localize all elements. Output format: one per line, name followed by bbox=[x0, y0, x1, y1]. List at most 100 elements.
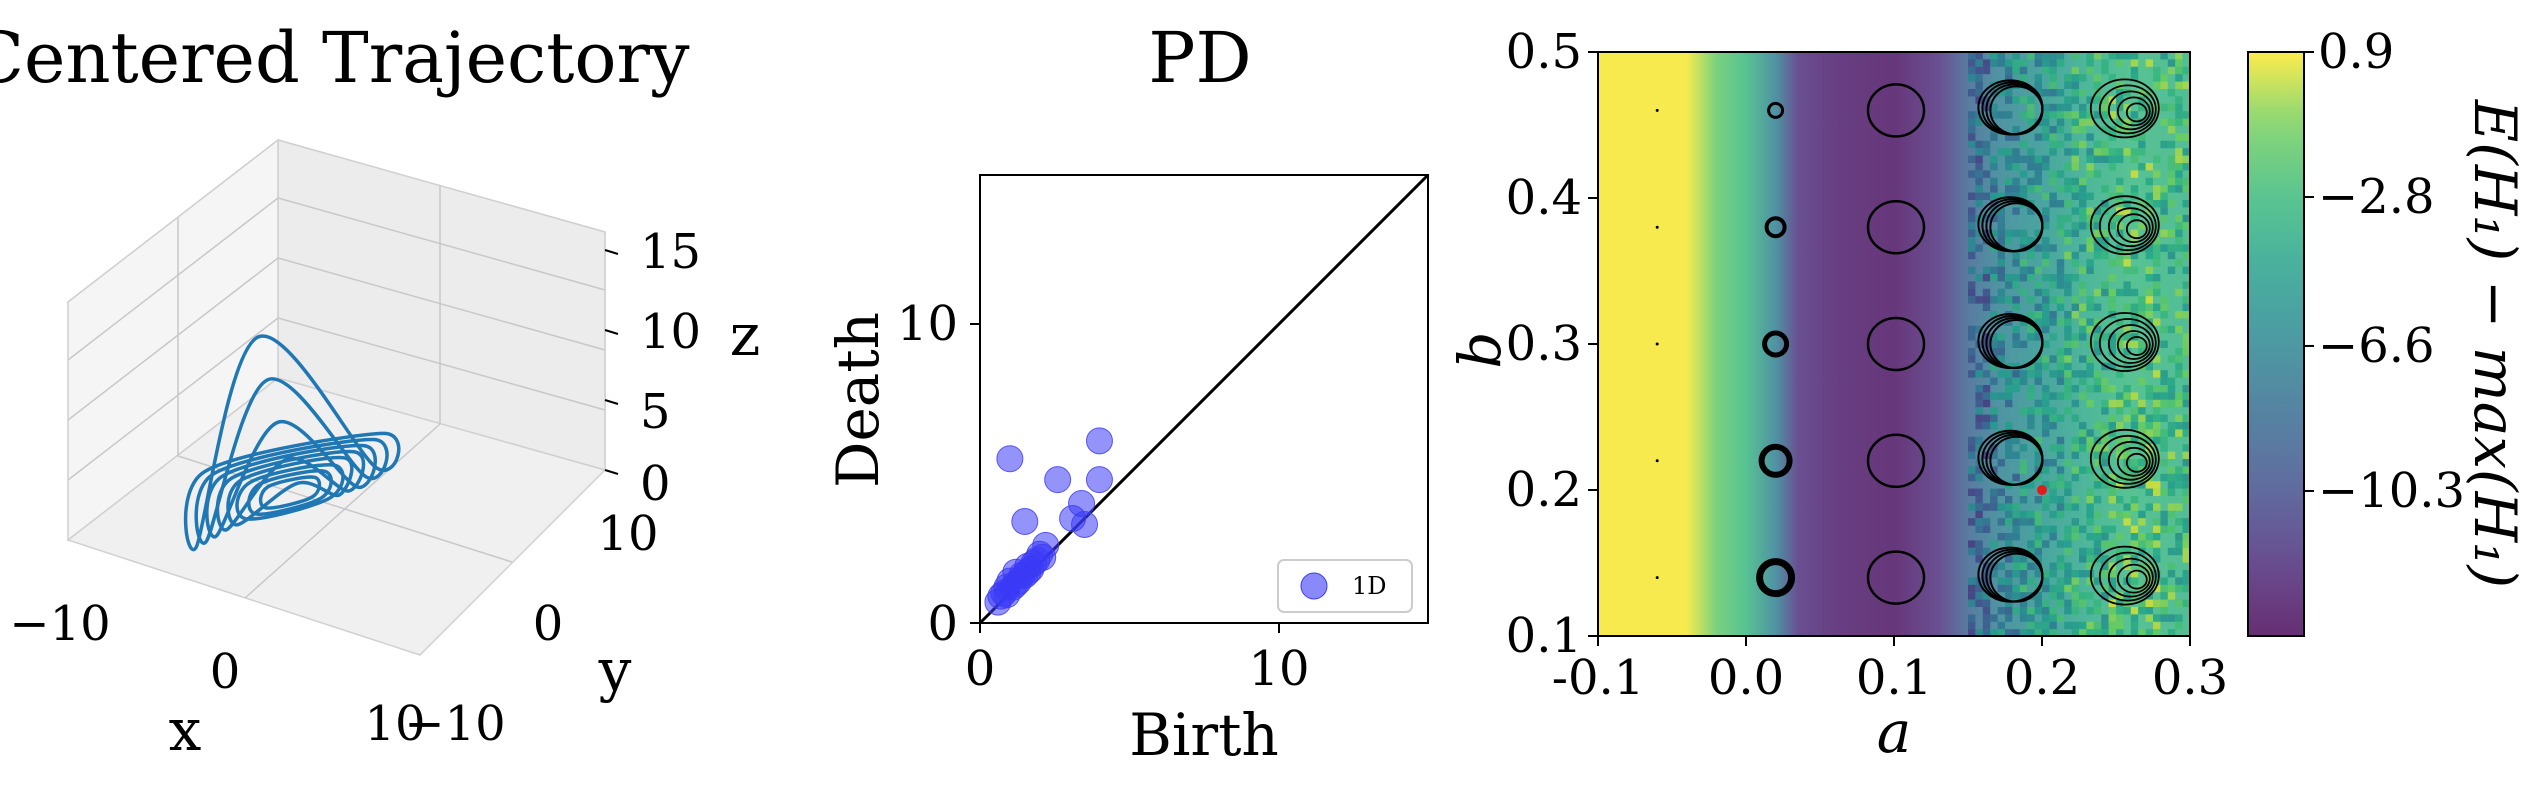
heatmap-cell bbox=[2182, 481, 2190, 489]
heatmap-cell bbox=[1997, 251, 2005, 260]
heatmap-cell bbox=[2167, 355, 2176, 363]
heatmap-cell bbox=[2049, 89, 2057, 97]
heatmap-cell bbox=[2116, 621, 2124, 630]
heatmap-cell bbox=[2130, 59, 2139, 67]
heatmap-cell bbox=[2034, 311, 2042, 319]
heatmap-cell bbox=[2034, 592, 2042, 600]
heatmap-cell bbox=[2167, 200, 2176, 208]
heatmap-cell bbox=[2101, 333, 2109, 341]
heatmap-cell bbox=[2145, 488, 2153, 496]
heatmap-cell bbox=[2027, 518, 2035, 526]
heatmap-cell bbox=[2086, 266, 2094, 274]
heatmap-cell bbox=[2027, 96, 2035, 104]
heatmap-cell bbox=[2108, 333, 2116, 341]
heatmap-cell bbox=[1982, 547, 1991, 556]
heatmap-cell bbox=[1982, 148, 1991, 156]
heatmap-cell bbox=[2130, 52, 2139, 60]
heatmap-cell bbox=[2056, 59, 2065, 67]
heatmap-cell bbox=[2160, 577, 2168, 585]
attractor-loop bbox=[2098, 551, 2157, 602]
heatmap-cell bbox=[2138, 118, 2146, 126]
heatmap-cell bbox=[2167, 66, 2176, 75]
attractor-loop bbox=[2125, 452, 2148, 473]
heatmap-cell bbox=[2101, 429, 2109, 437]
attractor-loop bbox=[2089, 78, 2160, 139]
heatmap-cell bbox=[1968, 192, 1976, 200]
heatmap-cell bbox=[2116, 244, 2124, 252]
heatmap-cell bbox=[1990, 466, 1998, 474]
heatmap-cell bbox=[2160, 414, 2168, 422]
heatmap-cell bbox=[1997, 348, 2005, 356]
heatmap-cell bbox=[2019, 66, 2028, 75]
z-tick-label: 15 bbox=[640, 224, 701, 280]
heatmap-cell bbox=[2175, 111, 2183, 119]
heatmap-cell bbox=[2064, 185, 2072, 193]
heatmap-cell bbox=[2130, 503, 2139, 511]
heatmap-cell bbox=[2064, 607, 2072, 615]
heatmap-cell bbox=[2123, 288, 2131, 297]
heatmap-cell bbox=[2138, 414, 2146, 422]
heatmap-cell bbox=[1968, 547, 1976, 556]
heatmap-cell bbox=[2138, 607, 2146, 615]
heatmap-cell bbox=[2116, 496, 2124, 504]
heatmap-cell bbox=[2145, 274, 2153, 282]
heatmap-cell bbox=[2182, 177, 2190, 186]
heatmap-cell bbox=[2145, 392, 2153, 400]
heatmap-cell bbox=[2056, 140, 2065, 149]
heatmap-cell bbox=[2153, 185, 2161, 193]
heatmap-cell bbox=[2012, 303, 2020, 311]
heatmap-cell bbox=[2005, 155, 2013, 163]
heatmap-cell bbox=[2116, 251, 2124, 260]
heatmap-cell bbox=[2042, 311, 2050, 319]
heatmap-cell bbox=[2160, 192, 2168, 200]
heatmap-cell bbox=[2153, 518, 2161, 526]
heatmap-cell bbox=[2056, 392, 2065, 400]
pd-point bbox=[1014, 558, 1042, 586]
heatmap-cell bbox=[2071, 118, 2079, 126]
heatmap-cell bbox=[2071, 126, 2079, 134]
heatmap-cell bbox=[1968, 288, 1976, 297]
attractor-loop bbox=[1977, 79, 2044, 136]
heatmap-cell bbox=[1997, 266, 2005, 274]
heatmap-cell bbox=[2049, 570, 2057, 578]
heatmap-cell bbox=[2086, 163, 2094, 171]
heatmap-cell bbox=[2042, 66, 2050, 75]
heatmap-cell bbox=[2093, 140, 2102, 149]
heatmap-cell bbox=[2182, 525, 2190, 533]
heatmap-cell bbox=[2049, 481, 2057, 489]
heatmap-cell bbox=[2019, 274, 2028, 282]
heatmap-cell bbox=[2086, 370, 2094, 378]
heatmap-cell bbox=[1990, 229, 1998, 237]
heatmap-cell bbox=[2138, 510, 2146, 519]
heatmap-cell bbox=[2012, 96, 2020, 104]
heatmap-cell bbox=[1968, 451, 1976, 459]
heatmap-cell bbox=[2042, 303, 2050, 311]
heatmap-cell bbox=[2005, 592, 2013, 600]
heatmap-cell bbox=[2182, 296, 2190, 304]
heatmap-cell bbox=[2101, 288, 2109, 297]
heatmap-cell bbox=[2167, 177, 2176, 186]
heatmap-cell bbox=[2108, 399, 2116, 408]
heatmap-cell bbox=[2182, 599, 2190, 607]
heatmap-cell bbox=[1968, 466, 1976, 474]
heatmap-cell bbox=[2071, 333, 2079, 341]
heatmap-cell bbox=[2108, 274, 2116, 282]
heatmap-cell bbox=[2153, 244, 2161, 252]
heatmap-cell bbox=[2108, 525, 2116, 533]
heatmap-cell bbox=[2042, 584, 2050, 593]
heatmap-cell bbox=[2175, 325, 2183, 334]
heatmap-cell bbox=[2123, 251, 2131, 260]
heatmap-cell bbox=[2005, 577, 2013, 585]
heatmap-cell bbox=[2167, 525, 2176, 533]
heatmap-cell bbox=[2153, 570, 2161, 578]
heatmap-cell bbox=[2175, 584, 2183, 593]
heatmap-cell bbox=[2027, 614, 2035, 622]
heatmap-cell bbox=[2123, 52, 2131, 60]
heatmap-cell bbox=[2116, 407, 2124, 415]
heatmap-cell bbox=[2056, 126, 2065, 134]
heatmap-cell bbox=[2012, 562, 2020, 570]
heatmap-cell bbox=[2079, 281, 2087, 289]
heatmap-cell bbox=[1968, 281, 1976, 289]
heatmap-cell bbox=[2042, 214, 2050, 223]
heatmap-cell bbox=[2034, 163, 2042, 171]
